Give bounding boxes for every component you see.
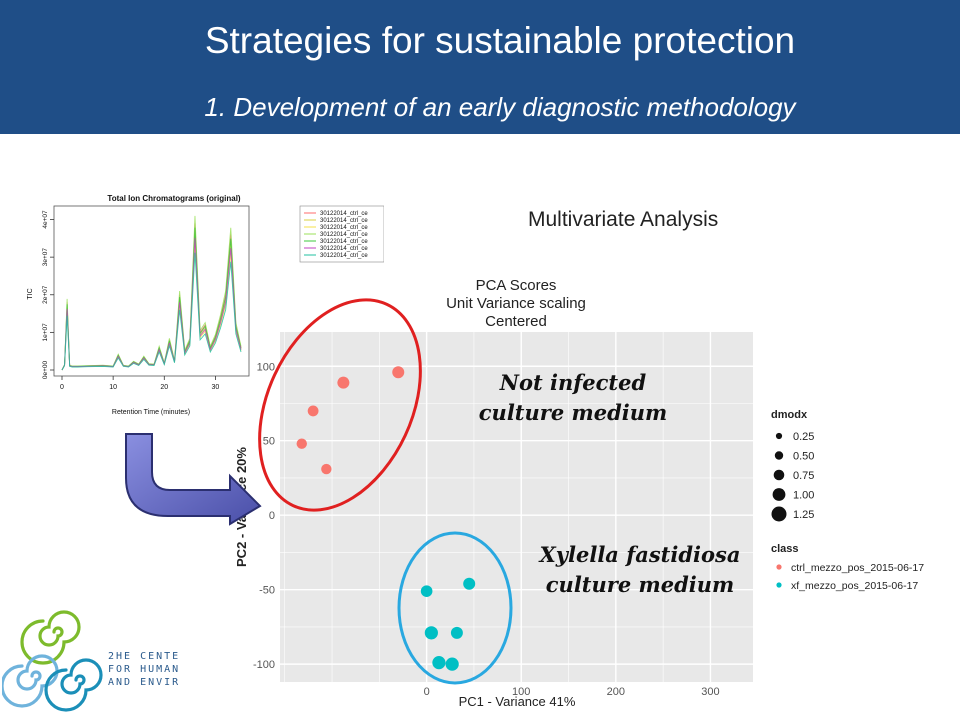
curved-arrow-icon: [125, 433, 262, 526]
tic-legend: 30122014_ctrl_ce30122014_ctrl_ce30122014…: [299, 205, 384, 263]
pca-x-tick-label: 300: [701, 686, 719, 698]
pca-x-tick-label: 100: [512, 686, 530, 698]
xylella-annotation: Xylella fastidiosa culture medium: [530, 540, 750, 600]
tic-x-tick-label: 30: [212, 384, 220, 391]
tic-y-axis-label: TIC: [27, 288, 34, 299]
dmodx-legend-marker: [773, 469, 785, 481]
pca-y-tick-label: 100: [257, 361, 275, 373]
pca-x-axis-label: PC1 - Variance 41%: [459, 694, 576, 709]
class-legend-marker: [776, 582, 782, 588]
tic-legend-label: 30122014_ctrl_ce: [320, 253, 368, 259]
pca-point: [445, 657, 459, 671]
logo-line: FOR HUMAN: [108, 664, 181, 675]
pca-point: [432, 656, 446, 670]
tic-y-tick-label: 4e+07: [42, 210, 49, 229]
pca-y-tick-label: 0: [269, 510, 275, 522]
pca-y-tick-label: -100: [253, 659, 275, 671]
tic-y-tick-label: 0e+00: [42, 360, 49, 379]
pca-x-tick-label: 200: [607, 686, 625, 698]
logo-text: 2HE CENTE FOR HUMAN AND ENVIR: [108, 650, 180, 689]
tic-legend-label: 30122014_ctrl_ce: [320, 225, 368, 231]
annotation-line: Not infected: [499, 370, 647, 395]
tic-x-tick-label: 0: [60, 384, 64, 391]
not-infected-annotation: Not infected culture medium: [468, 368, 678, 428]
class-legend-label: ctrl_mezzo_pos_2015-06-17: [791, 562, 924, 574]
tic-axes: 0 10 20 30 0e+00 1e+07 2e+07 3e+07 4e+07: [42, 210, 219, 391]
dmodx-legend-marker: [775, 432, 783, 440]
annotation-line: culture medium: [545, 572, 735, 597]
class-legend-label: xf_mezzo_pos_2015-06-17: [791, 580, 918, 592]
pca-point: [463, 577, 476, 590]
pca-legend: dmodx 0.25 0.50 0.75 1.00 1.25 class ctrl_mezzo…: [771, 409, 924, 592]
tic-x-tick-label: 20: [160, 384, 168, 391]
dmodx-legend-title: dmodx: [771, 409, 808, 421]
tic-y-tick-label: 1e+07: [42, 323, 49, 342]
pca-point: [296, 438, 307, 449]
pca-point: [392, 366, 405, 379]
pca-point: [420, 585, 433, 597]
tic-x-tick-label: 10: [109, 384, 117, 391]
pca-ticks: 0 100 200 300 -100 -50 0 50 100: [253, 361, 720, 698]
tic-legend-label: 30122014_ctrl_ce: [320, 239, 368, 245]
pca-title-line: Unit Variance scaling: [446, 295, 586, 312]
pca-y-tick-label: -50: [259, 585, 275, 597]
pca-point: [450, 626, 463, 639]
class-legend-marker: [776, 564, 782, 570]
tic-plot-frame: [53, 205, 250, 377]
tic-title: Total Ion Chromatograms (original): [107, 194, 241, 203]
pca-point: [321, 463, 332, 475]
pca-title-line: Centered: [485, 313, 547, 330]
pca-points: [296, 366, 476, 671]
pca-point: [337, 376, 350, 389]
header-banner: Strategies for sustainable protection 1.…: [0, 0, 960, 134]
tic-legend-label: 30122014_ctrl_ce: [320, 218, 368, 224]
dmodx-legend-label: 1.25: [793, 509, 814, 521]
logo-line: 2HE CENTE: [108, 651, 181, 662]
tic-legend-label: 30122014_ctrl_ce: [320, 232, 368, 238]
tic-y-tick-label: 3e+07: [42, 248, 49, 267]
pca-plot-panel: [280, 332, 753, 682]
dmodx-legend-marker: [774, 451, 784, 460]
dmodx-legend-label: 1.00: [793, 490, 814, 502]
xylella-ellipse: [397, 531, 513, 685]
tic-series-line: [61, 252, 242, 371]
tic-legend-label: 30122014_ctrl_ce: [320, 211, 368, 217]
pca-x-tick-label: 0: [424, 686, 430, 698]
pca-title-line: PCA Scores: [476, 277, 557, 294]
pca-grid: [280, 332, 753, 682]
logo-line: AND ENVIR: [108, 677, 181, 688]
tic-y-tick-label: 2e+07: [42, 285, 49, 304]
slide-title: Strategies for sustainable protection: [204, 20, 796, 61]
tic-legend-label: 30122014_ctrl_ce: [320, 246, 368, 252]
spiral-logo-icon: [2, 610, 103, 712]
tic-chart: Total Ion Chromatograms (original) 0 10 20…: [27, 194, 384, 416]
not-infected-ellipse: [258, 298, 422, 512]
dmodx-legend-label: 0.25: [793, 431, 814, 443]
section-label: Multivariate Analysis: [528, 208, 719, 231]
tic-x-axis-label: Retention Time (minutes): [112, 409, 190, 416]
annotation-line: culture medium: [478, 400, 668, 425]
annotation-line: Xylella fastidiosa: [539, 542, 741, 567]
pca-point: [307, 405, 319, 417]
slide-subtitle: 1. Development of an early diagnostic me…: [204, 92, 796, 122]
dmodx-legend-marker: [771, 506, 787, 522]
dmodx-legend-label: 0.75: [793, 470, 814, 482]
dmodx-legend-marker: [772, 488, 786, 501]
pca-point: [424, 626, 438, 640]
tic-lines: [61, 215, 242, 371]
dmodx-legend-label: 0.50: [793, 451, 814, 463]
class-legend-title: class: [771, 543, 799, 555]
pca-y-tick-label: 50: [263, 436, 275, 448]
